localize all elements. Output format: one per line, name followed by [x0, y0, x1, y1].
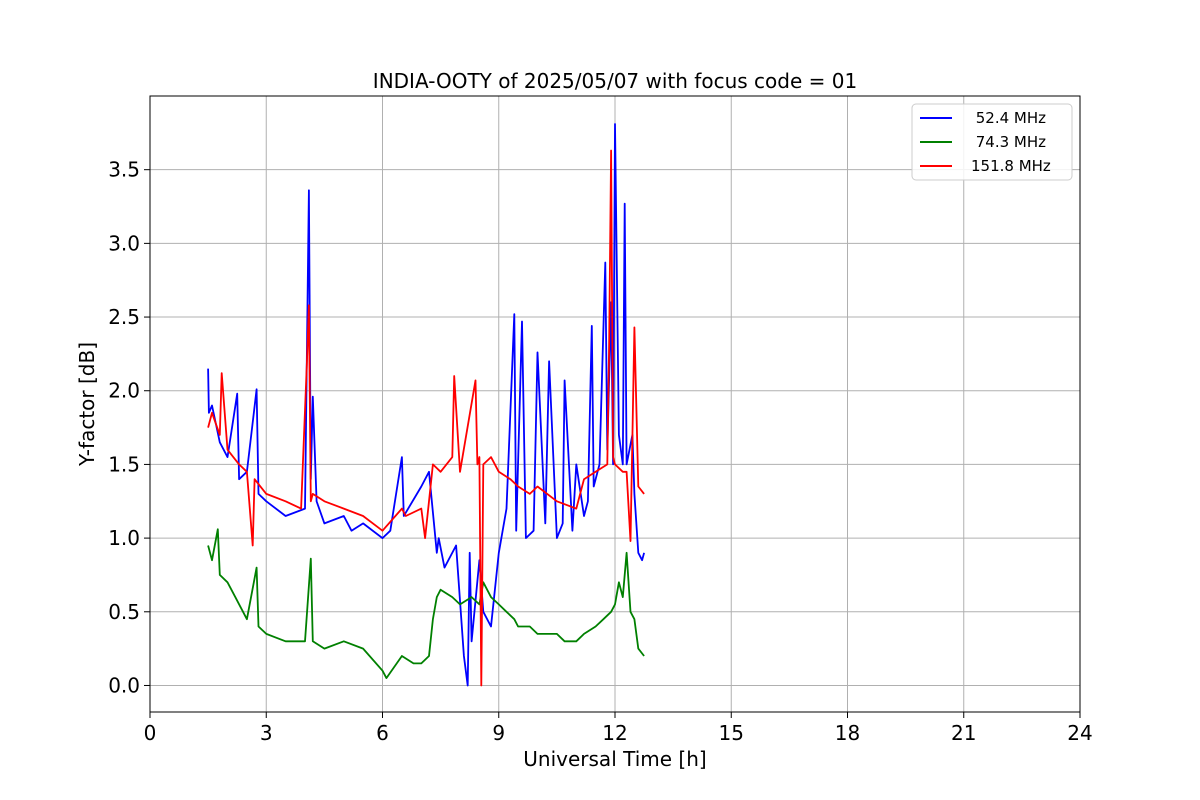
- y-tick-label: 0.0: [108, 673, 140, 697]
- series-line-74-3-mhz: [207, 528, 645, 679]
- x-tick-label: 24: [1067, 721, 1092, 745]
- x-axis-label: Universal Time [h]: [523, 747, 706, 771]
- y-tick-label: 0.5: [108, 600, 140, 624]
- legend-label-151-8-mhz: 151.8 MHz: [971, 157, 1051, 175]
- x-tick-label: 3: [260, 721, 273, 745]
- legend-label-52-4-mhz: 52.4 MHz: [971, 109, 1046, 127]
- x-tick-label: 18: [835, 721, 860, 745]
- y-tick-label: 1.0: [108, 526, 140, 550]
- legend-label-74-3-mhz: 74.3 MHz: [971, 133, 1046, 151]
- x-tick-label: 0: [144, 721, 157, 745]
- legend: 52.4 MHz 74.3 MHz 151.8 MHz: [911, 103, 1073, 181]
- y-tick-label: 3.0: [108, 231, 140, 255]
- y-tick-label: 3.5: [108, 158, 140, 182]
- chart-title: INDIA-OOTY of 2025/05/07 with focus code…: [373, 69, 857, 93]
- x-tick-label: 12: [602, 721, 627, 745]
- y-axis-label: Y-factor [dB]: [75, 342, 99, 467]
- legend-box: [911, 103, 1073, 181]
- x-tick-label: 21: [951, 721, 976, 745]
- x-tick-label: 6: [376, 721, 389, 745]
- x-tick-label: 9: [492, 721, 505, 745]
- y-tick-label: 2.5: [108, 305, 140, 329]
- series-lines: [207, 123, 645, 687]
- y-tick-label: 1.5: [108, 452, 140, 476]
- series-line-151-8-mhz: [207, 149, 645, 687]
- axis-ticks: 0 3 6 9 12 15 18 21 24 0.0 0.5 1.0 1.5 2.0 2.5 3.0 3.5: [108, 158, 1093, 745]
- y-tick-label: 2.0: [108, 379, 140, 403]
- x-tick-label: 15: [719, 721, 744, 745]
